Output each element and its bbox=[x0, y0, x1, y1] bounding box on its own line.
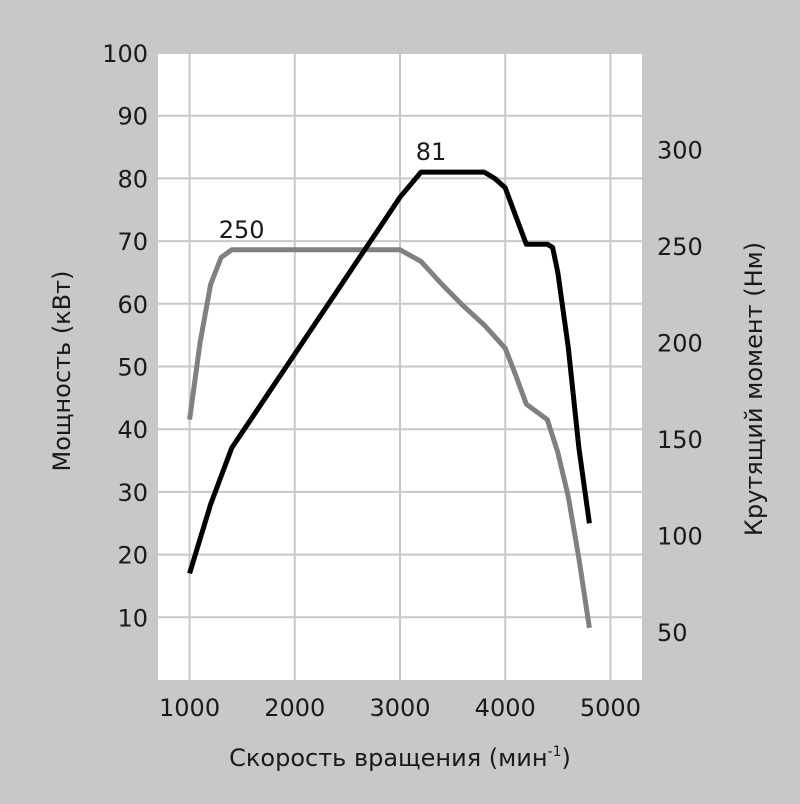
x-tick-label: 5000 bbox=[580, 694, 641, 722]
right-y-tick-label: 150 bbox=[657, 426, 703, 454]
left-y-tick-label: 70 bbox=[117, 228, 148, 256]
right-y-tick-label: 50 bbox=[657, 619, 688, 647]
x-tick-label: 4000 bbox=[475, 694, 536, 722]
right-y-tick-labels: 50 100 150 200 250 300 bbox=[657, 136, 703, 646]
left-y-axis-label: Мощность (кВт) bbox=[48, 271, 76, 472]
x-tick-label: 2000 bbox=[264, 694, 325, 722]
right-y-axis-label: Крутящий момент (Нм) bbox=[740, 242, 768, 536]
left-y-tick-label: 20 bbox=[117, 542, 148, 570]
left-y-tick-label: 10 bbox=[117, 604, 148, 632]
right-y-tick-label: 200 bbox=[657, 329, 703, 357]
left-y-tick-label: 60 bbox=[117, 291, 148, 319]
x-axis-label: Скорость вращения (мин-1) bbox=[229, 744, 571, 772]
left-y-tick-labels: 10 20 30 40 50 60 70 80 90 100 bbox=[102, 40, 148, 632]
left-y-tick-label: 80 bbox=[117, 165, 148, 193]
left-y-tick-label: 30 bbox=[117, 479, 148, 507]
right-y-tick-label: 300 bbox=[657, 136, 703, 164]
annotation-label: 250 bbox=[219, 216, 265, 244]
x-tick-labels: 1000 2000 3000 4000 5000 bbox=[159, 694, 641, 722]
right-y-tick-label: 250 bbox=[657, 233, 703, 261]
left-y-tick-label: 40 bbox=[117, 416, 148, 444]
left-y-tick-label: 100 bbox=[102, 40, 148, 68]
left-y-tick-label: 90 bbox=[117, 103, 148, 131]
x-tick-label: 3000 bbox=[369, 694, 430, 722]
x-tick-label: 1000 bbox=[159, 694, 220, 722]
left-y-tick-label: 50 bbox=[117, 354, 148, 382]
annotation-label: 81 bbox=[416, 138, 447, 166]
right-y-tick-label: 100 bbox=[657, 522, 703, 550]
